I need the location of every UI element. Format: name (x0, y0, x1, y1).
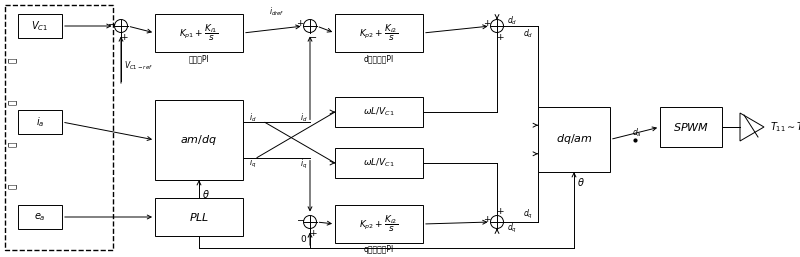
Text: $\theta$: $\theta$ (577, 176, 585, 188)
Text: $i_a$: $i_a$ (36, 115, 44, 129)
Text: $\omega L/V_{C1}$: $\omega L/V_{C1}$ (363, 157, 395, 169)
Text: $+$: $+$ (496, 207, 504, 216)
Text: $+$: $+$ (120, 32, 128, 41)
Text: $T_{11}\sim T_{14}$: $T_{11}\sim T_{14}$ (770, 120, 800, 134)
Text: $\omega L/V_{C1}$: $\omega L/V_{C1}$ (363, 106, 395, 118)
Bar (155, 14, 243, 52)
Text: 0: 0 (300, 235, 306, 244)
Text: $d_a$: $d_a$ (632, 126, 642, 139)
Text: $-$: $-$ (107, 18, 116, 28)
Text: $d_d$: $d_d$ (522, 28, 533, 40)
Bar (660, 107, 722, 147)
Text: $dq/am$: $dq/am$ (556, 133, 592, 146)
Text: 数: 数 (9, 183, 18, 189)
Text: $+$: $+$ (496, 32, 504, 41)
Text: 馈: 馈 (9, 99, 18, 105)
Bar (335, 205, 423, 243)
Bar (18, 205, 62, 229)
Text: $d_q$: $d_q$ (523, 207, 533, 221)
Text: $i_{dref}$: $i_{dref}$ (269, 6, 284, 18)
Text: $PLL$: $PLL$ (189, 211, 210, 223)
Bar (335, 97, 423, 127)
Bar (18, 14, 62, 38)
Circle shape (490, 216, 503, 228)
Text: 电压环PI: 电压环PI (189, 54, 210, 63)
Text: $i_q$: $i_q$ (249, 157, 256, 170)
Text: $i_q$: $i_q$ (300, 158, 308, 171)
Text: $\theta$: $\theta$ (202, 188, 210, 200)
Text: $V_{C1-ref}$: $V_{C1-ref}$ (124, 60, 153, 72)
Text: $+$: $+$ (483, 18, 492, 28)
Text: 反: 反 (9, 57, 18, 63)
Text: $V_{C1}$: $V_{C1}$ (31, 19, 49, 33)
Text: q轴电流环PI: q轴电流环PI (364, 245, 394, 254)
Circle shape (303, 20, 317, 32)
Text: $+$: $+$ (296, 18, 305, 28)
Bar (155, 198, 243, 236)
Circle shape (114, 20, 127, 32)
Text: 参: 参 (9, 141, 18, 147)
Text: $-$: $-$ (309, 32, 318, 41)
Text: $i_d$: $i_d$ (249, 111, 257, 124)
Text: $d_d$: $d_d$ (507, 15, 518, 27)
Text: $-$: $-$ (296, 214, 305, 224)
Bar (335, 148, 423, 178)
Text: $+$: $+$ (483, 214, 492, 224)
Bar (155, 100, 243, 180)
Text: $K_{p2}+\dfrac{K_{i2}}{s}$: $K_{p2}+\dfrac{K_{i2}}{s}$ (359, 23, 398, 43)
Bar (538, 107, 610, 172)
Text: $am/dq$: $am/dq$ (181, 133, 218, 147)
Text: $K_{p1}+\dfrac{K_{i1}}{s}$: $K_{p1}+\dfrac{K_{i1}}{s}$ (179, 23, 218, 43)
Text: $d_q$: $d_q$ (507, 222, 517, 235)
Bar (5, 5, 113, 250)
Circle shape (303, 216, 317, 228)
Text: d轴电流环PI: d轴电流环PI (364, 54, 394, 63)
Bar (18, 110, 62, 134)
Text: $SPWM$: $SPWM$ (673, 121, 709, 133)
Circle shape (490, 20, 503, 32)
Bar (335, 14, 423, 52)
Text: $K_{p2}+\dfrac{K_{i2}}{s}$: $K_{p2}+\dfrac{K_{i2}}{s}$ (359, 214, 398, 234)
Text: $e_a$: $e_a$ (34, 211, 46, 223)
Text: $+$: $+$ (309, 227, 318, 237)
Text: $i_d$: $i_d$ (300, 111, 308, 124)
